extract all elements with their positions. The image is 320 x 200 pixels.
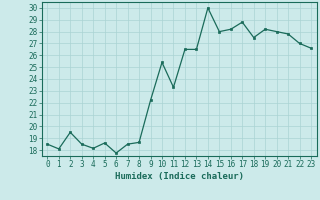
X-axis label: Humidex (Indice chaleur): Humidex (Indice chaleur): [115, 172, 244, 181]
